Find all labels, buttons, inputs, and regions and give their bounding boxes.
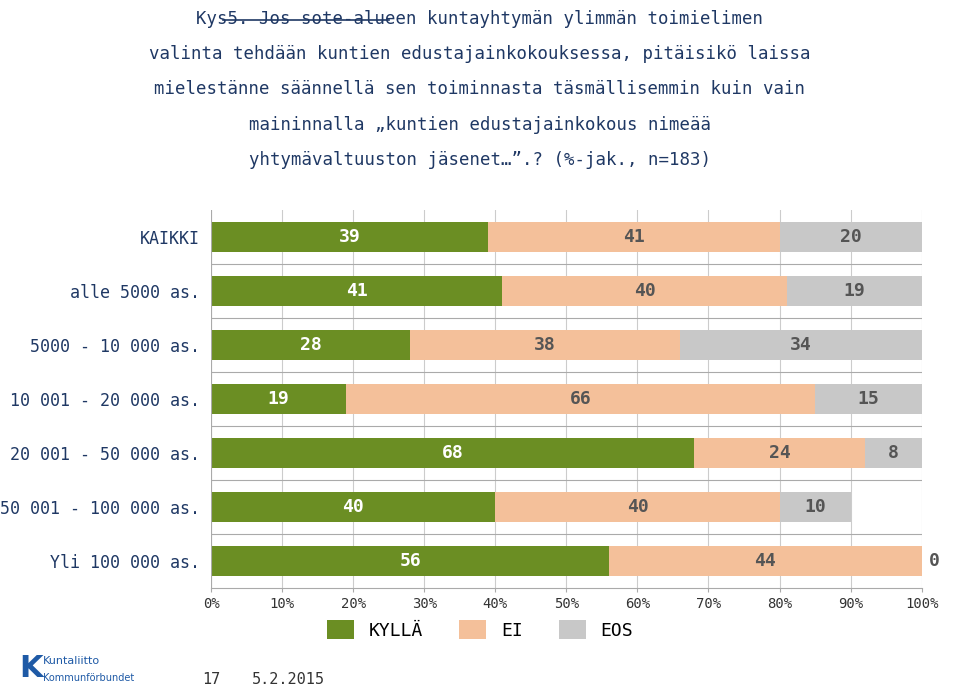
Bar [211, 546, 609, 576]
Bar [865, 438, 922, 468]
Text: 8: 8 [888, 444, 899, 462]
Text: Kys5. Jos sote-alueen kuntayhtymän ylimmän toimielimen: Kys5. Jos sote-alueen kuntayhtymän ylimm… [197, 10, 763, 28]
Bar [211, 438, 694, 468]
Text: 40: 40 [343, 498, 364, 516]
Bar [489, 222, 780, 252]
Text: mielestänne säännellä sen toiminnasta täsmällisemmin kuin vain: mielestänne säännellä sen toiminnasta tä… [155, 80, 805, 99]
Text: 34: 34 [790, 336, 812, 354]
Text: 66: 66 [569, 390, 591, 408]
Text: 5.2.2015: 5.2.2015 [252, 671, 324, 687]
Text: maininnalla „kuntien edustajainkokous nimeää: maininnalla „kuntien edustajainkokous ni… [249, 116, 711, 134]
Bar [694, 438, 865, 468]
Text: Kys5. Jos sote-alueen kuntayhtymän ylimmän toimielimen: Kys5. Jos sote-alueen kuntayhtymän ylimm… [197, 10, 763, 28]
Bar [211, 330, 410, 360]
Text: 15: 15 [857, 390, 879, 408]
Bar [211, 492, 495, 522]
Text: 38: 38 [534, 336, 556, 354]
Text: 68: 68 [442, 444, 464, 462]
Bar [815, 384, 922, 414]
Text: 17: 17 [202, 671, 221, 687]
Bar [680, 330, 922, 360]
Text: 20: 20 [840, 228, 861, 246]
Text: yhtymävaltuuston jäsenet…”.? (%-jak., n=183): yhtymävaltuuston jäsenet…”.? (%-jak., n=… [249, 151, 711, 169]
Bar [502, 276, 786, 306]
Text: 19: 19 [268, 390, 290, 408]
Text: K: K [19, 654, 43, 683]
Text: 56: 56 [399, 552, 421, 570]
Text: Kuntaliitto: Kuntaliitto [43, 656, 101, 666]
Bar [410, 330, 680, 360]
Bar [780, 492, 851, 522]
Bar [211, 222, 489, 252]
Text: 44: 44 [755, 552, 777, 570]
Text: valinta tehdään kuntien edustajainkokouksessa, pitäisikö laissa: valinta tehdään kuntien edustajainkokouk… [149, 45, 811, 63]
Bar [211, 384, 347, 414]
Text: 24: 24 [769, 444, 790, 462]
Text: 40: 40 [627, 498, 648, 516]
Bar [609, 546, 922, 576]
Text: 41: 41 [623, 228, 645, 246]
Bar [780, 222, 922, 252]
Bar [347, 384, 815, 414]
Text: 41: 41 [346, 282, 368, 300]
Bar [495, 492, 780, 522]
Text: 39: 39 [339, 228, 361, 246]
Text: 0: 0 [928, 552, 940, 570]
Text: 40: 40 [634, 282, 656, 300]
Text: 10: 10 [804, 498, 826, 516]
Bar [786, 276, 922, 306]
Text: 28: 28 [300, 336, 322, 354]
Text: Kommunförbundet: Kommunförbundet [43, 673, 134, 683]
Bar [211, 276, 502, 306]
Legend: KYLLÄ, EI, EOS: KYLLÄ, EI, EOS [320, 613, 640, 647]
Text: 19: 19 [843, 282, 865, 300]
